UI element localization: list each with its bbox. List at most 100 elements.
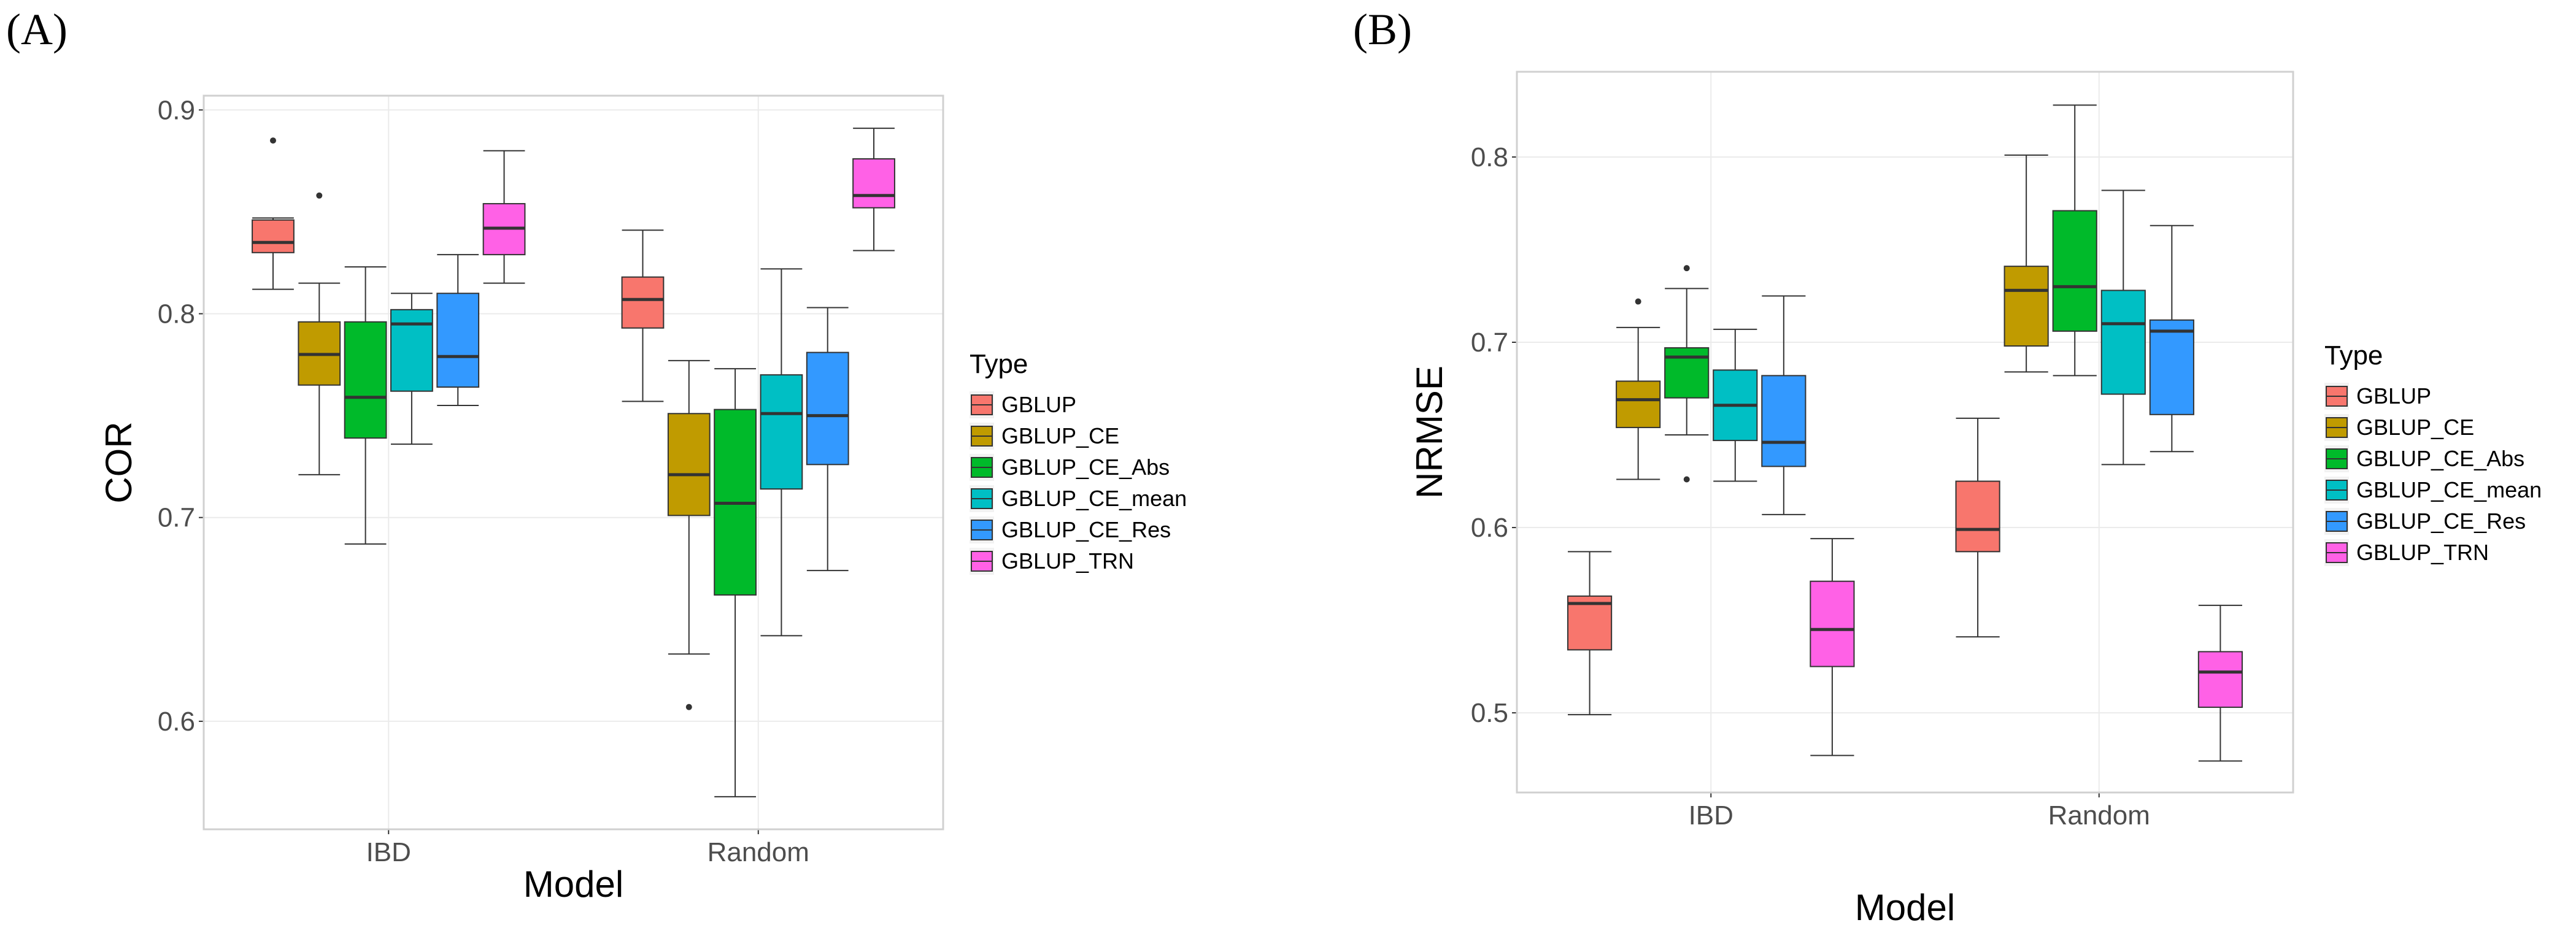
legend-label: GBLUP: [1001, 392, 1076, 417]
box-GBLUP_TRN-IBD: [482, 150, 526, 284]
y-axis-title: COR: [98, 421, 139, 503]
y-axis-title: NRMSE: [1409, 366, 1450, 499]
y-tick-label: 0.8: [158, 299, 195, 329]
box-GBLUP_CE_Abs-IBD: [344, 266, 387, 545]
y-tick-label: 0.6: [1471, 513, 1508, 543]
box-GBLUP-IBD: [1567, 551, 1613, 716]
outlier-point: [269, 137, 276, 144]
legend-item: GBLUP_CE: [970, 423, 1119, 450]
y-tick-label: 0.6: [158, 707, 195, 737]
outlier-point: [1683, 265, 1690, 272]
legend-item: GBLUP_CE: [2324, 414, 2474, 441]
y-tick-label: 0.9: [158, 95, 195, 125]
box-iqr: [1616, 380, 1661, 428]
x-tick-label: IBD: [1689, 800, 1733, 831]
legend-label: GBLUP_CE_Abs: [1001, 455, 1170, 480]
box-iqr: [1810, 580, 1855, 667]
box-iqr: [760, 374, 803, 490]
box-iqr: [1761, 375, 1807, 467]
box-GBLUP_CE_mean-IBD: [1713, 328, 1758, 482]
legend-title: Type: [2324, 340, 2383, 370]
legend-label: GBLUP_CE_mean: [2356, 477, 2542, 502]
box-GBLUP_CE-IBD: [298, 192, 341, 475]
legend-item: GBLUP: [2324, 383, 2431, 410]
legend-label: GBLUP_CE_Res: [1001, 517, 1171, 542]
box-GBLUP_TRN-IBD: [1810, 538, 1855, 756]
y-tick-label: 0.7: [158, 503, 195, 533]
y-tick-label: 0.8: [1471, 142, 1508, 172]
box-iqr: [390, 309, 433, 392]
box-iqr: [1567, 595, 1613, 651]
box-GBLUP_CE_Res-Random: [806, 307, 849, 572]
box-GBLUP_CE-Random: [667, 359, 711, 710]
plot-border: [1516, 71, 2294, 794]
legend-label: GBLUP_CE_Res: [2356, 508, 2526, 534]
box-iqr: [852, 158, 895, 209]
box-iqr: [2052, 210, 2097, 332]
box-iqr: [806, 351, 849, 466]
box-GBLUP-IBD: [252, 137, 295, 290]
legend-item: GBLUP_CE_mean: [2324, 477, 2542, 504]
box-iqr: [667, 413, 711, 516]
plot-border: [202, 94, 944, 831]
box-iqr: [252, 219, 295, 253]
box-GBLUP_CE_mean-Random: [760, 268, 803, 637]
box-GBLUP_CE-IBD: [1616, 298, 1661, 480]
box-iqr: [2149, 319, 2194, 415]
legend-label: GBLUP_CE: [1001, 423, 1119, 448]
nrmse-boxplot-panel: 0.5 0.6 0.7 0.8 IBD Random Model NRMSE Type GBLUP…: [1409, 71, 2542, 928]
box-GBLUP_CE_Abs-Random: [714, 368, 757, 797]
legend: Type GBLUP GBLUP_CE GBLUP_CE_Abs GBLUP_CE_me…: [2324, 340, 2542, 566]
legend-label: GBLUP_CE_mean: [1001, 486, 1187, 511]
box-GBLUP_CE_Res-IBD: [1761, 295, 1807, 515]
y-tick-label: 0.7: [1471, 328, 1508, 358]
box-GBLUP-Random: [621, 229, 665, 402]
outlier-point: [1683, 476, 1690, 483]
box-iqr: [2197, 651, 2243, 708]
legend-item: GBLUP: [970, 391, 1076, 418]
legend: Type GBLUP GBLUP_CE GBLUP_CE_Abs GBLUP_CE_me…: [970, 349, 1187, 575]
outlier-point: [1635, 298, 1641, 305]
x-tick-label: IBD: [366, 837, 411, 867]
legend-label: GBLUP_TRN: [1001, 548, 1134, 574]
box-iqr: [2100, 290, 2146, 395]
box-GBLUP_CE_Res-IBD: [436, 254, 480, 406]
box-iqr: [1664, 347, 1710, 399]
legend-item: GBLUP_CE_mean: [970, 485, 1187, 512]
box-GBLUP_CE_mean-IBD: [390, 293, 433, 445]
x-tick-label: Random: [2048, 800, 2150, 831]
legend-label: GBLUP_CE_Abs: [2356, 446, 2524, 471]
box-iqr: [344, 321, 387, 439]
box-GBLUP_TRN-Random: [852, 128, 895, 251]
box-iqr: [2003, 266, 2049, 347]
box-iqr: [436, 293, 480, 388]
outlier-point: [685, 704, 692, 710]
box-GBLUP-Random: [1955, 417, 2000, 638]
legend-label: GBLUP: [2356, 383, 2431, 409]
box-GBLUP_CE-Random: [2003, 154, 2049, 373]
legend-item: GBLUP_CE_Abs: [2324, 445, 2524, 472]
cor-boxplot-panel: 0.6 0.7 0.8 0.9 IBD Random Model COR Type GBLUP GB…: [98, 94, 1187, 905]
box-iqr: [621, 276, 665, 329]
box-GBLUP_CE_Abs-Random: [2052, 104, 2097, 377]
legend-item: GBLUP_TRN: [970, 548, 1134, 575]
legend-label: GBLUP_CE: [2356, 415, 2474, 440]
legend-item: GBLUP_CE_Res: [2324, 508, 2526, 535]
legend-item: GBLUP_CE_Abs: [970, 454, 1170, 481]
legend-item: GBLUP_TRN: [2324, 539, 2489, 566]
panel-label-a: (A): [6, 5, 67, 54]
outlier-point: [316, 192, 323, 199]
box-GBLUP_TRN-Random: [2197, 604, 2243, 762]
box-iqr: [1955, 480, 2000, 553]
legend-title: Type: [970, 349, 1028, 379]
x-tick-label: Random: [708, 837, 809, 867]
box-GBLUP_CE_mean-Random: [2100, 190, 2146, 466]
legend-item: GBLUP_CE_Res: [970, 516, 1171, 543]
box-GBLUP_CE_Res-Random: [2149, 224, 2194, 453]
box-GBLUP_CE_Abs-IBD: [1664, 265, 1710, 483]
x-axis-title: Model: [1855, 887, 1955, 928]
x-axis-title: Model: [523, 864, 623, 905]
legend-label: GBLUP_TRN: [2356, 540, 2489, 565]
panel-label-b: (B): [1353, 5, 1412, 54]
